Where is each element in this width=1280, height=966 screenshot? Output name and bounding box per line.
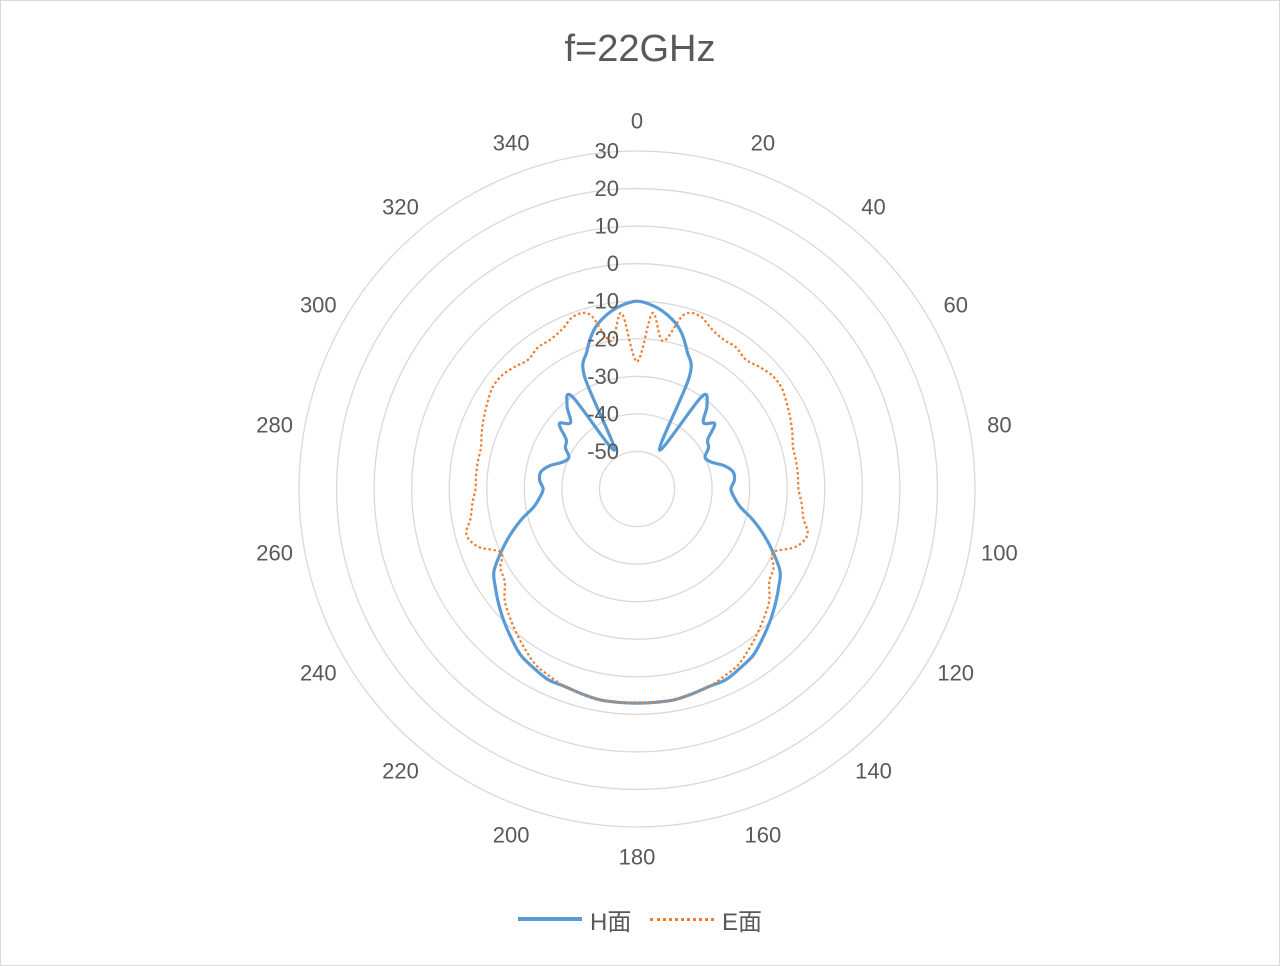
angle-tick-label: 0 <box>631 109 643 134</box>
angle-tick-label: 300 <box>300 293 337 318</box>
radial-tick-label: -40 <box>587 401 619 426</box>
legend-label-h: H面 <box>589 908 632 936</box>
legend: H面 E面 <box>0 900 1280 937</box>
legend-label-e: E面 <box>722 909 763 936</box>
radial-tick-label: -50 <box>587 439 619 464</box>
radial-tick-label: 30 <box>595 139 619 164</box>
radial-tick-label: -10 <box>587 289 619 314</box>
angle-tick-labels: 0204060801001201401601802002202402602803… <box>256 109 1018 870</box>
grid-ring <box>335 187 939 791</box>
legend-swatch-h <box>517 917 582 921</box>
chart-title: f=22GHz <box>564 28 716 70</box>
angle-tick-label: 100 <box>981 540 1018 565</box>
angle-tick-label: 180 <box>619 845 656 870</box>
grid-ring <box>561 413 713 565</box>
grid-ring <box>411 263 863 715</box>
legend-item-e: E面 <box>650 902 762 937</box>
grid-ring <box>298 150 976 828</box>
legend-item-h: H面 <box>517 902 632 937</box>
angle-tick-label: 20 <box>751 131 775 156</box>
series-layer <box>465 299 809 705</box>
grid-ring <box>523 375 751 603</box>
radial-tick-labels: -50 -40 -30 -20 -10 0 10 20 30 <box>587 139 619 464</box>
series-line-e <box>465 311 809 705</box>
radial-tick-label: 10 <box>595 214 619 239</box>
angle-tick-label: 120 <box>937 661 974 686</box>
angle-tick-label: 320 <box>382 195 419 220</box>
angle-tick-label: 160 <box>745 822 782 847</box>
radial-tick-label: 0 <box>607 251 619 276</box>
radial-tick-label: 20 <box>595 176 619 201</box>
angle-tick-label: 240 <box>300 661 337 686</box>
radial-tick-label: -30 <box>587 364 619 389</box>
legend-swatch-e <box>650 918 714 921</box>
grid-ring <box>486 338 788 640</box>
angle-tick-label: 280 <box>256 413 293 438</box>
angle-tick-label: 140 <box>855 758 892 783</box>
angle-tick-label: 80 <box>987 413 1011 438</box>
angle-tick-label: 260 <box>256 540 293 565</box>
radial-tick-label: -20 <box>587 326 619 351</box>
angle-tick-label: 60 <box>943 293 967 318</box>
grid-ring <box>373 225 901 753</box>
angle-tick-label: 340 <box>493 131 530 156</box>
polar-grid <box>298 150 976 828</box>
angle-tick-label: 200 <box>493 822 530 847</box>
angle-tick-label: 40 <box>861 195 885 220</box>
angle-tick-label: 220 <box>382 758 419 783</box>
grid-ring <box>448 300 826 678</box>
grid-ring <box>598 450 676 528</box>
